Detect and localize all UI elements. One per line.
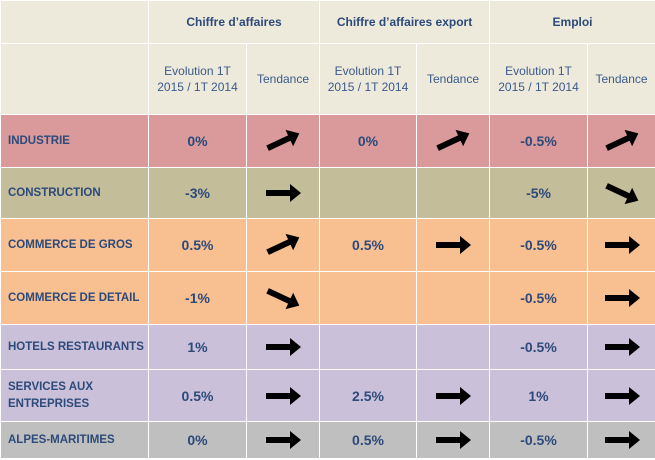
ca-value: 0.5% bbox=[148, 369, 247, 422]
ca-value: 0% bbox=[148, 114, 247, 168]
emploi-value: -0.5% bbox=[489, 324, 589, 370]
export-value: 0.5% bbox=[319, 218, 418, 272]
emploi-value: -0.5% bbox=[489, 218, 589, 272]
export-trend-cell bbox=[416, 324, 491, 370]
emploi-trend-cell bbox=[587, 271, 655, 325]
row-label: HOTELS RESTAURANTS bbox=[0, 324, 149, 370]
ca-value: -3% bbox=[148, 167, 247, 219]
down-arrow-icon bbox=[604, 183, 638, 205]
right-arrow-icon bbox=[266, 386, 301, 405]
right-arrow-icon bbox=[604, 338, 640, 356]
header-tendance-ca: Tendance bbox=[245, 43, 321, 115]
emploi-trend-cell bbox=[587, 421, 655, 459]
emploi-trend-cell bbox=[587, 114, 655, 168]
right-arrow-icon bbox=[604, 431, 640, 449]
emploi-value: -0.5% bbox=[489, 114, 589, 168]
header-emploi: Emploi bbox=[489, 0, 655, 44]
header-tendance-export: Tendance bbox=[416, 43, 491, 115]
right-arrow-icon bbox=[266, 338, 301, 356]
header-row-subcolumns: Evolution 1T 2015 / 1T 2014 Tendance Evo… bbox=[0, 43, 655, 115]
up-arrow-icon bbox=[604, 129, 638, 151]
up-arrow-icon bbox=[436, 129, 470, 151]
row-label: SERVICES AUX ENTREPRISES bbox=[0, 369, 149, 422]
ca-trend-cell bbox=[245, 421, 321, 459]
ca-trend-cell bbox=[245, 369, 321, 422]
ca-value: 0.5% bbox=[148, 218, 247, 272]
export-value: 0.5% bbox=[319, 421, 418, 459]
export-trend-cell bbox=[416, 271, 491, 325]
row-label: COMMERCE DE DETAIL bbox=[0, 271, 149, 325]
row-label: INDUSTRIE bbox=[0, 114, 149, 168]
emploi-trend-cell bbox=[587, 218, 655, 272]
export-trend-cell bbox=[416, 369, 491, 422]
right-arrow-icon bbox=[604, 236, 640, 254]
right-arrow-icon bbox=[436, 431, 472, 449]
ca-trend-cell bbox=[245, 167, 321, 219]
header-row-groups: Chiffre d’affaires Chiffre d’affaires ex… bbox=[0, 0, 655, 44]
ca-value: 1% bbox=[148, 324, 247, 370]
right-arrow-icon bbox=[266, 184, 301, 202]
export-value bbox=[319, 271, 418, 325]
export-trend-cell bbox=[416, 167, 491, 219]
emploi-trend-cell bbox=[587, 324, 655, 370]
ca-value: 0% bbox=[148, 421, 247, 459]
table-row-industrie: INDUSTRIE 0% 0% -0.5% bbox=[0, 114, 655, 168]
right-arrow-icon bbox=[436, 386, 472, 405]
table-row-hotels-restaurants: HOTELS RESTAURANTS 1% -0.5% bbox=[0, 324, 655, 370]
header-tendance-emploi: Tendance bbox=[587, 43, 655, 115]
emploi-trend-cell bbox=[587, 369, 655, 422]
up-arrow-icon bbox=[266, 129, 300, 151]
header-subcorner bbox=[0, 43, 149, 115]
table-row-commerce-de-detail: COMMERCE DE DETAIL -1% -0.5% bbox=[0, 271, 655, 325]
table-row-services-aux-entreprises: SERVICES AUX ENTREPRISES 0.5% 2.5% 1% bbox=[0, 369, 655, 422]
header-evolution-ca: Evolution 1T 2015 / 1T 2014 bbox=[148, 43, 247, 115]
header-chiffre-affaires-export: Chiffre d’affaires export bbox=[319, 0, 491, 44]
up-arrow-icon bbox=[266, 233, 300, 255]
row-label: CONSTRUCTION bbox=[0, 167, 149, 219]
header-chiffre-affaires: Chiffre d’affaires bbox=[147, 0, 321, 44]
export-value bbox=[319, 324, 418, 370]
export-trend-cell bbox=[416, 114, 491, 168]
table-row-alpes-maritimes: ALPES-MARITIMES 0% 0.5% -0.5% bbox=[0, 421, 655, 459]
emploi-trend-cell bbox=[587, 167, 655, 219]
emploi-value: -5% bbox=[489, 167, 589, 219]
emploi-value: 1% bbox=[489, 369, 589, 422]
row-label: COMMERCE DE GROS bbox=[0, 218, 149, 272]
export-trend-cell bbox=[416, 218, 491, 272]
table-row-commerce-de-gros: COMMERCE DE GROS 0.5% 0.5% -0.5% bbox=[0, 218, 655, 272]
emploi-value: -0.5% bbox=[489, 421, 589, 459]
export-trend-cell bbox=[416, 421, 491, 459]
right-arrow-icon bbox=[604, 386, 640, 405]
ca-trend-cell bbox=[245, 114, 321, 168]
right-arrow-icon bbox=[436, 236, 472, 254]
emploi-value: -0.5% bbox=[489, 271, 589, 325]
header-corner bbox=[0, 0, 149, 44]
ca-trend-cell bbox=[245, 271, 321, 325]
table-row-construction: CONSTRUCTION -3% -5% bbox=[0, 167, 655, 219]
right-arrow-icon bbox=[266, 431, 301, 449]
header-evolution-emploi: Evolution 1T 2015 / 1T 2014 bbox=[489, 43, 589, 115]
export-value: 0% bbox=[319, 114, 418, 168]
header-evolution-export: Evolution 1T 2015 / 1T 2014 bbox=[319, 43, 418, 115]
ca-trend-cell bbox=[245, 218, 321, 272]
ca-value: -1% bbox=[148, 271, 247, 325]
right-arrow-icon bbox=[604, 289, 640, 307]
ca-trend-cell bbox=[245, 324, 321, 370]
export-value bbox=[319, 167, 418, 219]
row-label: ALPES-MARITIMES bbox=[0, 421, 149, 459]
export-value: 2.5% bbox=[319, 369, 418, 422]
down-arrow-icon bbox=[266, 288, 300, 310]
